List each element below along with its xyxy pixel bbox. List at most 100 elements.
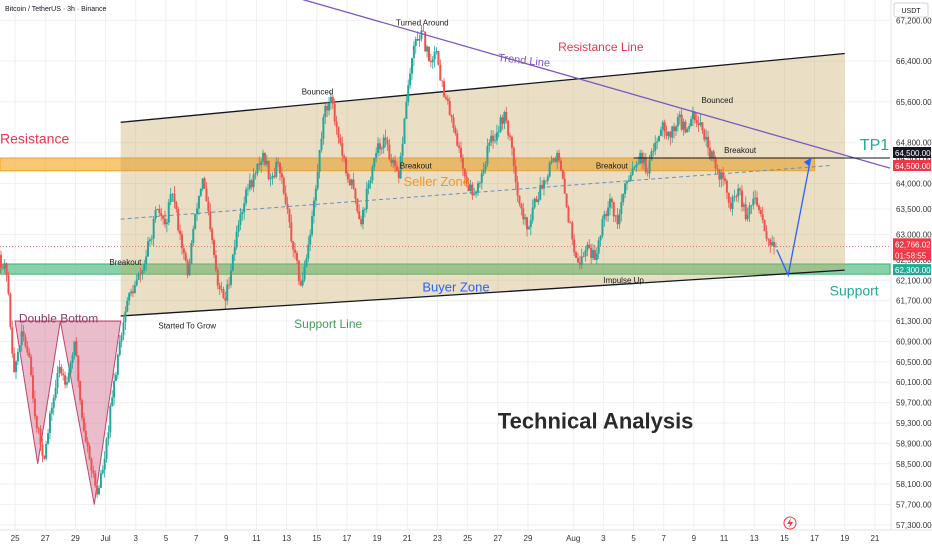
candle-body[interactable] [503, 112, 506, 124]
candle-body[interactable] [505, 112, 508, 121]
candle-body[interactable] [148, 239, 151, 242]
candle-body[interactable] [369, 180, 372, 184]
candle-body[interactable] [435, 50, 438, 52]
candle-body[interactable] [750, 205, 753, 206]
candle-body[interactable] [637, 163, 640, 165]
candle-body[interactable] [450, 115, 453, 118]
candle-body[interactable] [484, 164, 487, 170]
candle-body[interactable] [444, 96, 447, 99]
candle-body[interactable] [135, 279, 138, 286]
candle-body[interactable] [390, 159, 393, 164]
candle-body[interactable] [548, 163, 551, 177]
candle-body[interactable] [703, 130, 706, 140]
candle-body[interactable] [154, 209, 157, 219]
candle-body[interactable] [361, 210, 364, 225]
candle-body[interactable] [412, 45, 415, 59]
candle-body[interactable] [424, 31, 427, 52]
candle-body[interactable] [527, 227, 530, 230]
candle-body[interactable] [722, 172, 725, 179]
candle-body[interactable] [169, 194, 172, 203]
candle-body[interactable] [673, 126, 676, 132]
candle-body[interactable] [397, 171, 400, 179]
candle-body[interactable] [186, 260, 189, 276]
candle-body[interactable] [65, 382, 68, 385]
candle-body[interactable] [429, 61, 432, 63]
candle-body[interactable] [740, 190, 743, 207]
candle-body[interactable] [182, 248, 185, 254]
candle-body[interactable] [145, 256, 148, 265]
candle-body[interactable] [107, 432, 110, 440]
candle-body[interactable] [224, 297, 227, 301]
candle-body[interactable] [177, 209, 180, 231]
candle-body[interactable] [765, 231, 768, 239]
candle-body[interactable] [558, 152, 561, 161]
candle-body[interactable] [301, 279, 304, 286]
candle-body[interactable] [454, 127, 457, 134]
candle-body[interactable] [88, 446, 91, 459]
candle-body[interactable] [514, 165, 517, 183]
candle-body[interactable] [214, 255, 217, 271]
candle-body[interactable] [96, 485, 99, 495]
candle-body[interactable] [575, 252, 578, 259]
candle-body[interactable] [258, 163, 261, 166]
candle-body[interactable] [537, 199, 540, 203]
candle-body[interactable] [263, 152, 266, 165]
candle-body[interactable] [197, 195, 200, 209]
candle-body[interactable] [676, 117, 679, 127]
candle-body[interactable] [265, 160, 268, 165]
candle-body[interactable] [222, 289, 225, 298]
candle-body[interactable] [207, 200, 210, 212]
candle-body[interactable] [448, 100, 451, 116]
candle-body[interactable] [701, 122, 704, 131]
candle-body[interactable] [614, 215, 617, 217]
candle-body[interactable] [707, 136, 710, 148]
candle-body[interactable] [54, 387, 57, 398]
candle-body[interactable] [620, 202, 623, 214]
candle-body[interactable] [307, 244, 310, 259]
candle-body[interactable] [752, 198, 755, 206]
candle-body[interactable] [590, 248, 593, 258]
candle-body[interactable] [7, 275, 10, 294]
candle-body[interactable] [203, 178, 206, 189]
candle-body[interactable] [250, 180, 253, 188]
candle-body[interactable] [473, 193, 476, 196]
candle-body[interactable] [229, 270, 232, 285]
candle-body[interactable] [199, 188, 202, 196]
candle-body[interactable] [601, 219, 604, 236]
candle-body[interactable] [41, 444, 44, 456]
candle-body[interactable] [179, 230, 182, 235]
candle-body[interactable] [395, 165, 398, 172]
candle-body[interactable] [311, 216, 314, 235]
candle-body[interactable] [77, 355, 80, 382]
candle-body[interactable] [756, 197, 759, 206]
candle-body[interactable] [333, 103, 336, 122]
candle-body[interactable] [213, 240, 216, 256]
candle-body[interactable] [314, 188, 317, 201]
candle-body[interactable] [267, 160, 270, 179]
candle-body[interactable] [280, 173, 283, 178]
candle-body[interactable] [612, 202, 615, 217]
candle-body[interactable] [241, 212, 244, 215]
candle-body[interactable] [463, 168, 466, 177]
candle-body[interactable] [467, 183, 470, 191]
candle-body[interactable] [15, 361, 18, 373]
candle-body[interactable] [771, 241, 774, 246]
candle-body[interactable] [674, 126, 677, 132]
candle-body[interactable] [656, 141, 659, 143]
candle-body[interactable] [439, 64, 442, 81]
candle-body[interactable] [165, 222, 168, 225]
candle-body[interactable] [147, 241, 150, 257]
candle-body[interactable] [499, 117, 502, 132]
candle-body[interactable] [329, 96, 332, 104]
candle-body[interactable] [550, 160, 553, 164]
candle-body[interactable] [460, 147, 463, 158]
candle-body[interactable] [345, 157, 348, 174]
candle-body[interactable] [209, 211, 212, 230]
candle-body[interactable] [522, 208, 525, 220]
candle-body[interactable] [642, 157, 645, 164]
candle-body[interactable] [682, 121, 685, 130]
candle-body[interactable] [150, 238, 153, 240]
candle-body[interactable] [171, 193, 174, 195]
candle-body[interactable] [492, 135, 495, 141]
